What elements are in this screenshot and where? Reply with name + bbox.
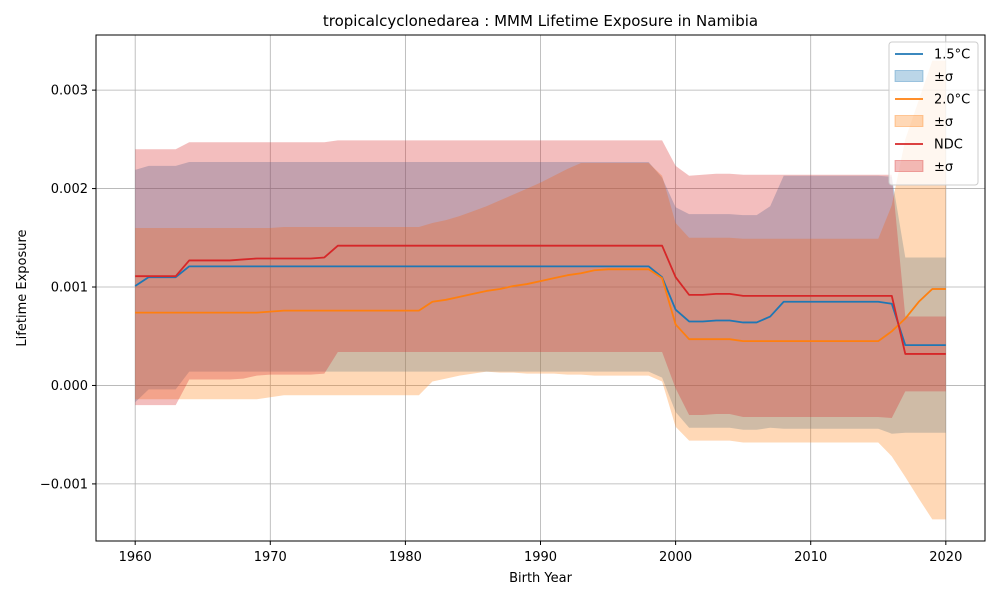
legend-band-swatch xyxy=(894,160,924,172)
x-tick-label: 1980 xyxy=(389,550,422,565)
legend: 1.5°C ±σ 2.0°C ±σ NDC ±σ xyxy=(888,41,979,186)
y-tick-label: −0.001 xyxy=(40,477,88,492)
x-tick-label: 2020 xyxy=(929,550,962,565)
series-line-2 xyxy=(135,244,946,355)
y-axis-label: Lifetime Exposure xyxy=(15,229,30,346)
y-tick-label: 0.001 xyxy=(51,281,88,296)
series-lines xyxy=(134,244,946,355)
y-tick-label: 0.002 xyxy=(51,182,88,197)
series-line-0 xyxy=(134,265,946,347)
grid xyxy=(96,35,985,541)
chart-title: tropicalcyclonedarea : MMM Lifetime Expo… xyxy=(323,12,758,30)
legend-band-swatch xyxy=(894,115,924,127)
legend-label: 2.0°C xyxy=(934,93,970,108)
y-tick-label: 0.000 xyxy=(51,379,88,394)
band-1 xyxy=(135,60,946,520)
axis-ticks: 1960 1970 1980 1990 2000 2010 2020 −0.001 0.000 0… xyxy=(40,84,962,565)
x-axis-label: Birth Year xyxy=(509,571,573,586)
series-line-1 xyxy=(135,268,946,343)
legend-label: ±σ xyxy=(934,70,953,85)
x-tick-label: 1960 xyxy=(119,550,152,565)
legend-label: ±σ xyxy=(934,115,953,130)
x-tick-label: 1990 xyxy=(524,550,557,565)
y-tick-label: 0.003 xyxy=(51,84,88,99)
x-tick-label: 2000 xyxy=(659,550,692,565)
legend-label: ±σ xyxy=(934,160,953,175)
uncertainty-bands xyxy=(135,60,946,520)
legend-box xyxy=(888,41,979,186)
x-tick-label: 1970 xyxy=(254,550,287,565)
x-tick-label: 2010 xyxy=(794,550,827,565)
legend-label: NDC xyxy=(934,138,963,153)
legend-label: 1.5°C xyxy=(934,48,970,63)
legend-band-swatch xyxy=(894,70,924,82)
band-2 xyxy=(135,140,946,418)
band-0 xyxy=(135,161,946,434)
